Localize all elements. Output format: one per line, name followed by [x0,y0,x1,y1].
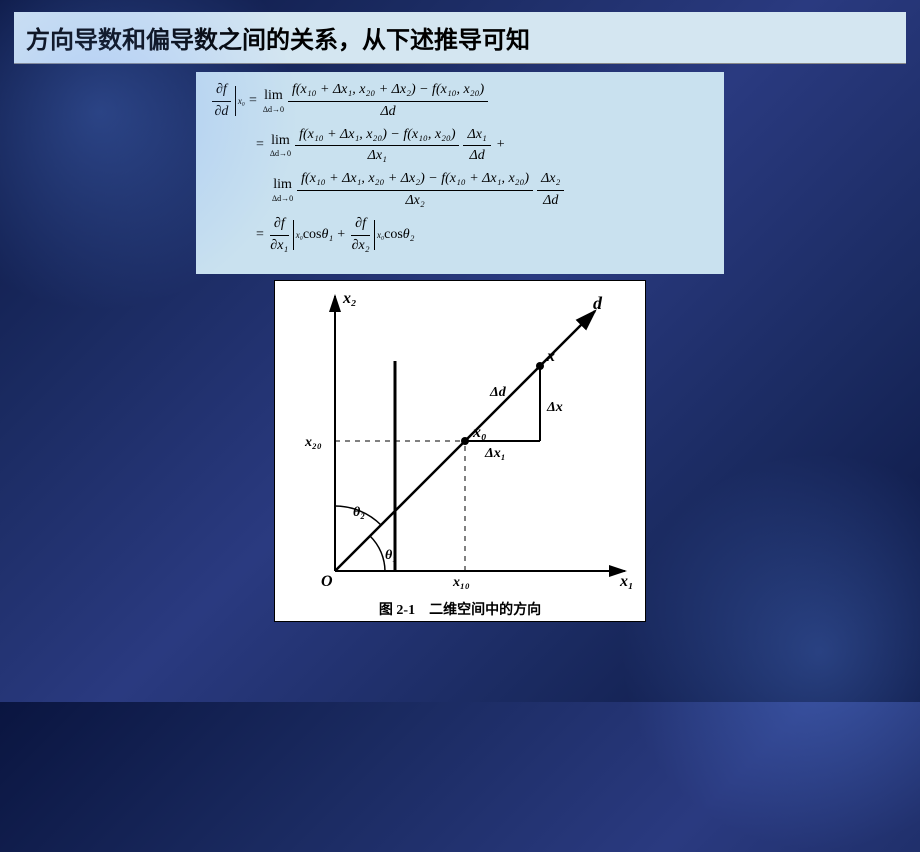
svg-text:x₂: x₂ [342,290,357,307]
figure-caption: 图 2-1 二维空间中的方向 [275,599,645,619]
svg-text:x₀: x₀ [472,424,487,441]
svg-text:d: d [593,293,603,313]
formula-line-1: ∂f ∂d x₀ = limΔd→0 f(x₁₀ + Δx₁, x₂₀ + Δx… [210,82,710,121]
formula-line-4: = ∂f ∂x₁ x₀ cosθ₁ + ∂f ∂x₂ x₀ cosθ₂ [252,216,710,255]
svg-text:θ₁: θ₁ [385,548,397,563]
svg-text:θ₂: θ₂ [353,505,365,520]
svg-text:Δd: Δd [489,385,507,400]
svg-text:O: O [321,573,333,590]
svg-text:x₁₀: x₁₀ [452,575,470,590]
figure-2-1: x₂ x₁ d x x₀ Δx₁ Δx Δd x₂₀ x₁₀ O θ₁ θ₂ 图… [274,280,646,622]
svg-text:x₁: x₁ [619,573,634,590]
formula-derivation: ∂f ∂d x₀ = limΔd→0 f(x₁₀ + Δx₁, x₂₀ + Δx… [196,72,724,274]
svg-text:x: x [546,348,555,365]
svg-text:Δx₁: Δx₁ [484,446,506,461]
svg-text:x₂₀: x₂₀ [304,435,322,450]
svg-text:Δx: Δx [546,400,563,415]
background-flare [620,452,920,852]
formula-line-2: = limΔd→0 f(x₁₀ + Δx₁, x₂₀) − f(x₁₀, x₂₀… [252,127,710,166]
direction-diagram: x₂ x₁ d x x₀ Δx₁ Δx Δd x₂₀ x₁₀ O θ₁ θ₂ [275,281,645,601]
slide-title: 方向导数和偏导数之间的关系，从下述推导可知 [14,12,906,64]
formula-line-3: limΔd→0 f(x₁₀ + Δx₁, x₂₀ + Δx₂) − f(x₁₀ … [270,171,710,210]
